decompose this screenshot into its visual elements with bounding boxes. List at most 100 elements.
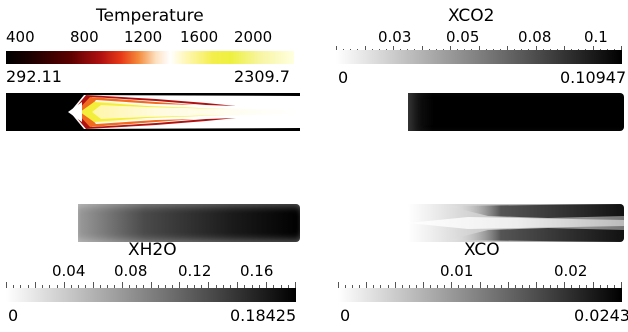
colorbar-tick — [187, 285, 188, 290]
colorbar-tick — [550, 285, 551, 290]
temperature-tick-label: 2000 — [234, 28, 273, 46]
colorbar-tick — [6, 282, 7, 290]
xh2o-tick-marks — [6, 282, 296, 298]
colorbar-tick — [600, 285, 601, 290]
colorbar-tick — [465, 285, 466, 290]
colorbar-tick — [359, 285, 360, 290]
colorbar-tick — [366, 282, 367, 290]
colorbar-tick — [71, 285, 72, 290]
colorbar-tick — [252, 285, 253, 290]
xco2-colorbar — [336, 50, 622, 64]
colorbar-tick — [536, 282, 537, 290]
colorbar-tick — [13, 285, 14, 290]
colorbar-tick — [543, 285, 544, 290]
colorbar-tick — [593, 282, 594, 290]
temperature-tick-label: 800 — [70, 28, 99, 46]
colorbar-tick — [373, 285, 374, 290]
temperature-colorbar — [6, 51, 294, 64]
colorbar-tick — [259, 285, 260, 290]
colorbar-tick — [338, 282, 339, 290]
xco-tick-label: 0.01 — [440, 262, 474, 280]
colorbar-tick — [143, 285, 144, 290]
temperature-title: Temperature — [96, 6, 204, 26]
colorbar-tick — [487, 285, 488, 290]
colorbar-tick — [515, 285, 516, 290]
xh2o-tick-label: 0.12 — [178, 262, 212, 280]
colorbar-tick — [35, 282, 36, 290]
colorbar-tick — [201, 285, 202, 290]
colorbar-tick — [444, 285, 445, 290]
colorbar-tick — [129, 285, 130, 290]
xco-max-label: 0.0243 — [574, 306, 628, 325]
xh2o-tick-label: 0.04 — [52, 262, 86, 280]
xh2o-tick-label: 0.08 — [114, 262, 148, 280]
colorbar-tick — [100, 285, 101, 290]
colorbar-tick — [614, 285, 615, 290]
colorbar-tick — [230, 285, 231, 290]
colorbar-tick — [557, 285, 558, 290]
colorbar-tick — [402, 285, 403, 290]
xco-title: XCO — [464, 240, 500, 260]
colorbar-tick — [564, 282, 565, 290]
colorbar-tick — [158, 285, 159, 290]
colorbar-tick — [607, 285, 608, 290]
xco2-field — [408, 93, 624, 131]
colorbar-tick — [529, 285, 530, 290]
colorbar-tick — [122, 282, 123, 290]
colorbar-tick — [64, 282, 65, 290]
colorbar-tick — [288, 285, 289, 290]
xh2o-tick-label: 0.16 — [240, 262, 274, 280]
colorbar-tick — [472, 285, 473, 290]
colorbar-tick — [194, 285, 195, 290]
colorbar-tick — [216, 285, 217, 290]
temperature-field — [6, 93, 300, 131]
colorbar-tick — [380, 285, 381, 290]
xco2-max-label: 0.10947 — [560, 68, 627, 87]
xh2o-max-label: 0.18425 — [230, 306, 297, 325]
xco2-tick-label: 0.1 — [584, 28, 608, 46]
colorbar-tick — [179, 282, 180, 290]
xco2-title: XCO2 — [448, 6, 495, 26]
colorbar-tick — [586, 285, 587, 290]
colorbar-tick — [273, 285, 274, 290]
colorbar-tick — [480, 282, 481, 290]
xco2-tick-label: 0.08 — [518, 28, 552, 46]
colorbar-tick — [281, 285, 282, 290]
colorbar-tick — [388, 285, 389, 290]
colorbar-tick — [165, 285, 166, 290]
colorbar-tick — [451, 282, 452, 290]
colorbar-tick — [501, 285, 502, 290]
colorbar-tick — [28, 285, 29, 290]
xco-tick-marks — [338, 282, 622, 298]
xco2-tick-label: 0.03 — [378, 28, 412, 46]
colorbar-tick — [172, 285, 173, 290]
colorbar-tick — [352, 285, 353, 290]
colorbar-tick — [423, 282, 424, 290]
colorbar-tick — [409, 285, 410, 290]
temperature-tick-label: 1600 — [180, 28, 219, 46]
colorbar-tick — [266, 282, 267, 290]
xh2o-min-label: 0 — [8, 306, 19, 325]
colorbar-tick — [508, 282, 509, 290]
xh2o-field — [78, 204, 300, 242]
xco-tick-label: 0.02 — [554, 262, 588, 280]
xco2-tick-label: 0.05 — [446, 28, 480, 46]
xco-field — [408, 204, 624, 242]
colorbar-tick — [78, 285, 79, 290]
colorbar-tick — [494, 285, 495, 290]
colorbar-tick — [579, 285, 580, 290]
colorbar-tick — [151, 282, 152, 290]
temperature-tick-label: 1200 — [124, 28, 163, 46]
colorbar-tick — [107, 285, 108, 290]
colorbar-tick — [345, 285, 346, 290]
xh2o-colorbar — [6, 288, 296, 302]
colorbar-tick — [208, 282, 209, 290]
colorbar-tick — [571, 285, 572, 290]
temperature-tick-label: 400 — [6, 28, 35, 46]
colorbar-tick — [295, 282, 296, 290]
colorbar-tick — [416, 285, 417, 290]
colorbar-tick — [93, 282, 94, 290]
colorbar-tick — [395, 282, 396, 290]
colorbar-tick — [114, 285, 115, 290]
colorbar-tick — [621, 282, 622, 290]
